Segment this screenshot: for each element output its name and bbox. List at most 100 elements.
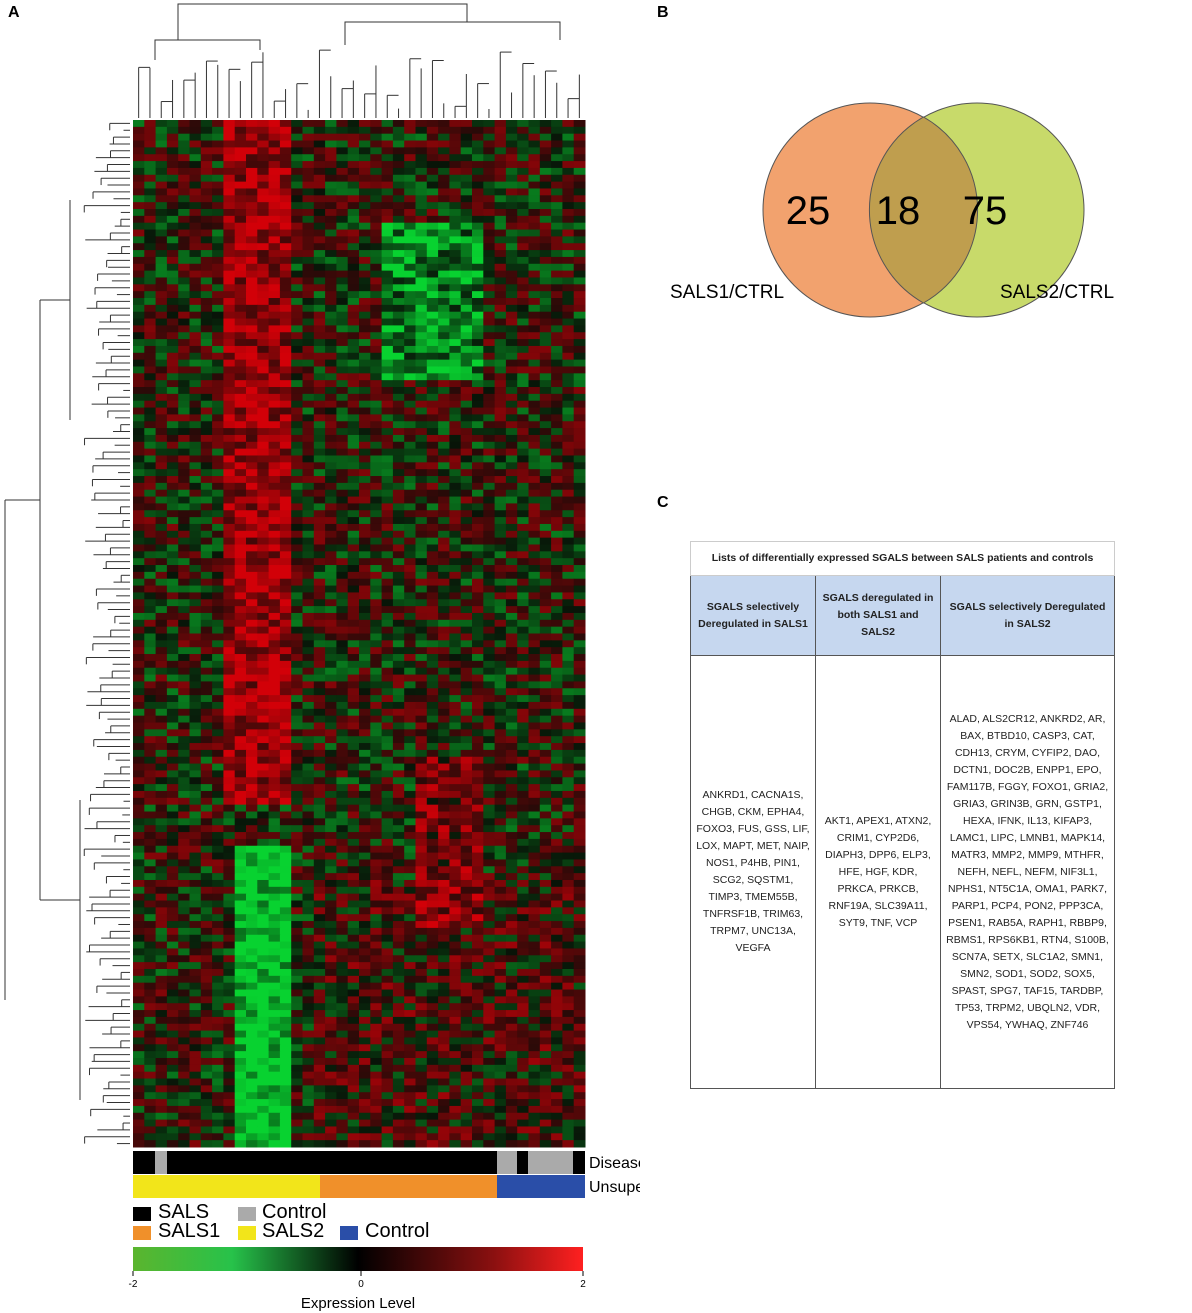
heatmap-cell: [438, 695, 450, 703]
heatmap-cell: [200, 339, 213, 347]
heatmap-cell: [246, 825, 258, 833]
heatmap-cell: [234, 318, 247, 326]
heatmap-cell: [460, 688, 473, 696]
heatmap-cell: [551, 380, 563, 388]
heatmap-cell: [573, 359, 586, 367]
heatmap-cell: [426, 934, 439, 943]
heatmap-cell: [438, 441, 450, 450]
heatmap-cell: [325, 174, 337, 183]
heatmap-cell: [257, 298, 270, 306]
heatmap-cell: [325, 612, 337, 621]
heatmap-cell: [483, 400, 496, 409]
heatmap-cell: [325, 441, 337, 450]
heatmap-cell: [359, 222, 371, 231]
heatmap-cell: [234, 654, 247, 662]
heatmap-cell: [494, 578, 507, 587]
heatmap-cell: [313, 414, 326, 422]
heatmap-cell: [551, 298, 563, 306]
heatmap-cell: [460, 565, 473, 573]
heatmap-cell: [517, 387, 529, 395]
heatmap-cell: [381, 852, 394, 860]
heatmap-cell: [505, 366, 518, 374]
heatmap-cell: [144, 879, 157, 888]
heatmap-cell: [347, 948, 360, 956]
heatmap-cell: [449, 667, 462, 676]
heatmap-cell: [483, 209, 496, 217]
heatmap-cell: [189, 941, 202, 949]
heatmap-cell: [133, 893, 145, 902]
heatmap-cell: [426, 284, 439, 292]
heatmap-cell: [189, 311, 202, 320]
heatmap-cell: [505, 387, 518, 395]
heatmap-cell: [291, 229, 303, 237]
heatmap-cell: [336, 359, 349, 367]
heatmap-cell: [426, 250, 439, 258]
heatmap-cell: [291, 818, 303, 826]
heatmap-cell: [562, 900, 575, 908]
heatmap-cell: [460, 120, 473, 128]
heatmap-cell: [291, 893, 303, 902]
heatmap-cell: [336, 373, 349, 381]
heatmap-cell: [483, 229, 496, 237]
heatmap-cell: [392, 832, 405, 840]
heatmap-cell: [189, 633, 202, 641]
heatmap-cell: [246, 654, 258, 662]
heatmap-cell: [279, 455, 292, 463]
heatmap-cell: [166, 455, 179, 463]
heatmap-cell: [415, 462, 428, 470]
heatmap-cell: [246, 263, 258, 272]
heatmap-cell: [392, 749, 405, 758]
heatmap-cell: [449, 948, 462, 956]
heatmap-cell: [539, 749, 552, 758]
heatmap-cell: [392, 681, 405, 689]
heatmap-cell: [302, 318, 315, 326]
heatmap-cell: [313, 606, 326, 614]
heatmap-cell: [528, 332, 541, 340]
heatmap-cell: [313, 763, 326, 771]
heatmap-cell: [189, 743, 202, 751]
heatmap-cell: [347, 496, 360, 504]
heatmap-cell: [133, 120, 145, 128]
heatmap-cell: [539, 825, 552, 833]
heatmap-cell: [562, 749, 575, 758]
heatmap-cell: [234, 743, 247, 751]
heatmap-cell: [144, 729, 157, 737]
heatmap-cell: [449, 845, 462, 854]
heatmap-cell: [573, 339, 586, 347]
heatmap-cell: [166, 188, 179, 196]
heatmap-cell: [166, 784, 179, 792]
heatmap-cell: [359, 393, 371, 402]
heatmap-cell: [133, 633, 145, 641]
heatmap-cell: [370, 469, 383, 477]
heatmap-cell: [415, 523, 428, 532]
heatmap-cell: [302, 585, 315, 593]
heatmap-cell: [200, 715, 213, 724]
heatmap-cell: [483, 845, 496, 854]
heatmap-cell: [257, 188, 270, 196]
heatmap-cell: [483, 612, 496, 621]
heatmap-cell: [257, 660, 270, 669]
heatmap-cell: [144, 715, 157, 724]
heatmap-cell: [302, 955, 315, 963]
heatmap-cell: [528, 695, 541, 703]
heatmap-cell: [381, 345, 394, 354]
heatmap-cell: [325, 236, 337, 244]
heatmap-cell: [155, 756, 168, 765]
heatmap-cell: [234, 434, 247, 443]
heatmap-cell: [144, 866, 157, 874]
heatmap-cell: [449, 195, 462, 203]
heatmap-cell: [528, 907, 541, 915]
heatmap-cell: [460, 304, 473, 313]
heatmap-cell: [562, 893, 575, 902]
heatmap-cell: [483, 797, 496, 806]
heatmap-cell: [404, 277, 416, 285]
heatmap-cell: [200, 482, 213, 491]
heatmap-cell: [438, 921, 450, 929]
heatmap-cell: [381, 955, 394, 963]
heatmap-cell: [562, 270, 575, 278]
heatmap-cell: [178, 537, 190, 545]
heatmap-cell: [246, 202, 258, 210]
heatmap-cell: [392, 811, 405, 819]
heatmap-cell: [573, 202, 586, 210]
heatmap-cell: [505, 339, 518, 347]
